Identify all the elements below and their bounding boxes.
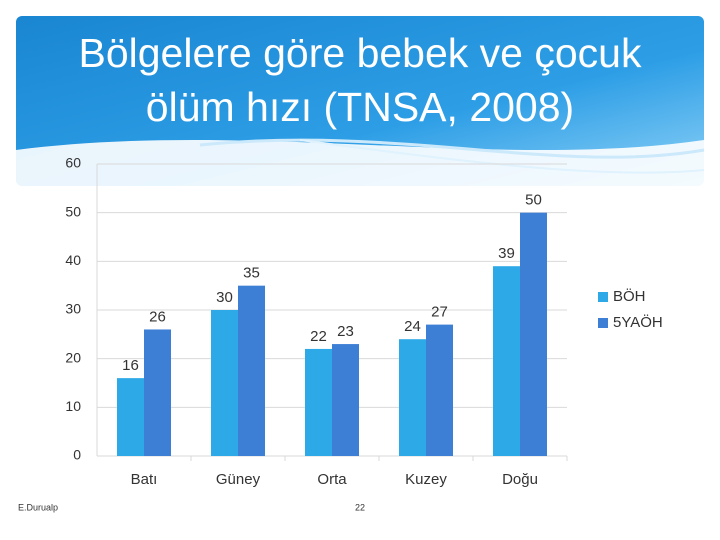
bar xyxy=(399,339,426,456)
bar xyxy=(117,378,144,456)
header-swoosh xyxy=(16,140,704,200)
data-label: 30 xyxy=(216,289,233,306)
data-label: 50 xyxy=(525,192,542,209)
y-tick-label: 40 xyxy=(65,252,81,268)
y-tick-label: 10 xyxy=(65,398,81,414)
header-swoosh-line xyxy=(199,138,705,159)
data-label: 24 xyxy=(404,318,421,335)
x-tick-label: Kuzey xyxy=(405,471,447,488)
bar xyxy=(493,266,520,456)
legend-label: 5YAÖH xyxy=(613,313,663,331)
x-tick-label: Batı xyxy=(131,471,158,488)
bar xyxy=(238,285,265,456)
x-tick-label: Doğu xyxy=(502,471,538,488)
y-tick-label: 50 xyxy=(65,203,81,219)
y-tick-label: 0 xyxy=(73,447,81,463)
bar xyxy=(211,310,238,456)
bar xyxy=(426,324,453,456)
data-label: 26 xyxy=(149,308,166,325)
data-label: 22 xyxy=(310,328,327,345)
footer-page: 22 xyxy=(355,502,365,512)
y-tick-label: 60 xyxy=(65,155,81,171)
legend-swatch xyxy=(598,292,608,302)
legend-label: BÖH xyxy=(613,287,646,305)
bar xyxy=(520,212,547,456)
data-label: 39 xyxy=(498,245,515,262)
data-label: 35 xyxy=(243,265,260,282)
x-tick-label: Güney xyxy=(216,471,261,488)
chart-title: Bölgelere göre bebek ve çocuk ölüm hızı … xyxy=(78,30,642,130)
bar xyxy=(305,348,332,456)
bar xyxy=(144,329,171,456)
header-swoosh-line xyxy=(299,139,705,174)
data-label: 23 xyxy=(337,323,354,340)
y-tick-label: 30 xyxy=(65,301,81,317)
legend-swatch xyxy=(598,318,608,328)
bar xyxy=(332,344,359,456)
x-tick-label: Orta xyxy=(317,471,347,488)
data-label: 16 xyxy=(122,357,139,374)
footer-author: E.Durualp xyxy=(18,502,58,512)
data-label: 27 xyxy=(431,304,448,321)
y-tick-label: 20 xyxy=(65,349,81,365)
